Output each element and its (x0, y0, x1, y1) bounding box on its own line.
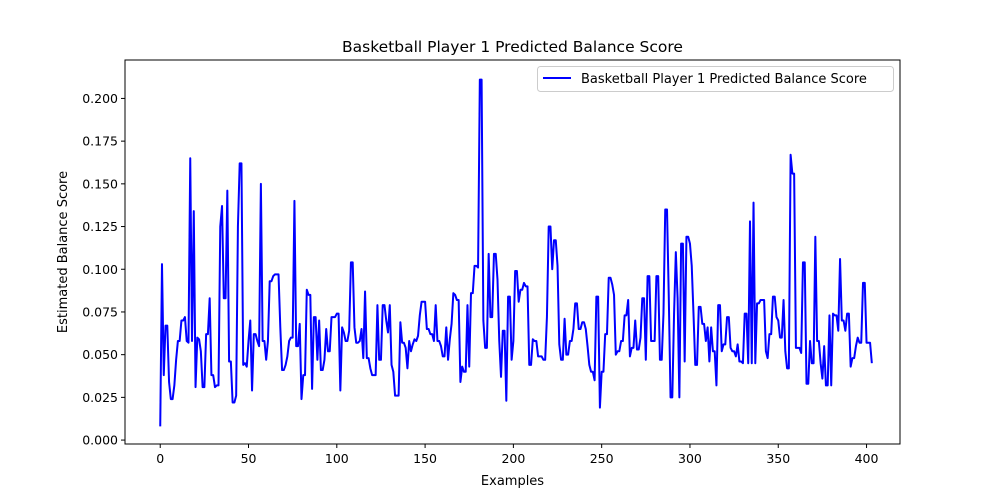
x-tick-label: 150 (413, 451, 437, 466)
x-tick-label: 100 (325, 451, 349, 466)
x-axis: 0 50 100 150 200 250 300 350 400 (156, 444, 879, 466)
x-tick-label: 0 (156, 451, 164, 466)
y-axis-label: Estimated Balance Score (56, 171, 71, 333)
series-line (159, 78, 873, 427)
x-tick-label: 400 (855, 451, 879, 466)
legend: Basketball Player 1 Predicted Balance Sc… (537, 66, 894, 92)
x-axis-label: Examples (481, 474, 544, 489)
y-tick-label: 0.075 (82, 304, 118, 319)
y-tick-label: 0.000 (82, 433, 118, 448)
y-tick-label: 0.125 (82, 219, 118, 234)
legend-label: Basketball Player 1 Predicted Balance Sc… (581, 72, 867, 87)
legend-box (537, 66, 894, 92)
y-tick-label: 0.175 (82, 134, 118, 149)
y-tick-label: 0.050 (82, 347, 118, 362)
x-tick-label: 250 (590, 451, 614, 466)
x-tick-label: 350 (766, 451, 790, 466)
y-axis: 0.000 0.025 0.050 0.075 0.100 0.125 0.150 0.175… (82, 91, 125, 448)
y-tick-label: 0.200 (82, 91, 118, 106)
x-tick-label: 50 (241, 451, 257, 466)
plot-area: 0 50 100 150 200 250 300 350 400 0.000 0.025 0.050… (82, 59, 901, 466)
y-tick-label: 0.025 (82, 390, 118, 405)
chart-title: Basketball Player 1 Predicted Balance Sc… (342, 38, 683, 56)
x-tick-label: 300 (678, 451, 702, 466)
plot-frame (124, 59, 901, 445)
y-tick-label: 0.150 (82, 176, 118, 191)
x-tick-label: 200 (501, 451, 525, 466)
y-tick-label: 0.100 (82, 262, 118, 277)
